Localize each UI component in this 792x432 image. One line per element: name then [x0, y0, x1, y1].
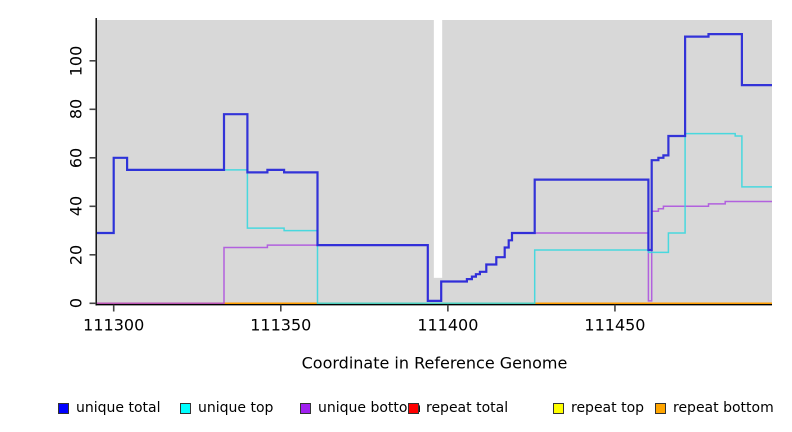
legend-item-unique-total: unique total — [58, 400, 161, 416]
legend-item-repeat-top: repeat top — [553, 400, 645, 416]
coverage-gap-band — [433, 20, 443, 278]
legend-label: repeat total — [426, 400, 509, 416]
legend-label: unique top — [198, 400, 274, 416]
legend-label: repeat bottom — [673, 400, 774, 416]
legend-label: unique bottom — [318, 400, 422, 416]
y-tick-label: 40 — [66, 196, 86, 217]
y-tick-label: 20 — [66, 244, 86, 265]
legend-item-unique-bottom: unique bottom — [300, 400, 422, 416]
y-tick-label: 80 — [66, 99, 86, 120]
x-tick-label: 111450 — [584, 315, 646, 335]
unique-bottom-swatch-icon — [300, 402, 311, 414]
repeat-total-swatch-icon — [408, 402, 419, 414]
y-tick-label: 0 — [66, 298, 86, 309]
repeat-top-swatch-icon — [553, 402, 564, 414]
legend-item-unique-top: unique top — [180, 400, 274, 416]
legend-label: repeat top — [571, 400, 645, 416]
unique-total-swatch-icon — [58, 402, 69, 414]
y-tick-label: 100 — [66, 45, 86, 77]
y-tick-label: 60 — [66, 147, 86, 168]
x-axis-title: Coordinate in Reference Genome — [301, 353, 568, 373]
series-line-unique-total — [97, 33, 772, 302]
x-tick-label: 111400 — [417, 315, 479, 335]
repeat-bottom-swatch-icon — [655, 402, 666, 414]
legend-item-repeat-bottom: repeat bottom — [655, 400, 774, 416]
x-tick-label: 111350 — [250, 315, 312, 335]
legend-item-repeat-total: repeat total — [408, 400, 509, 416]
x-tick-label: 111300 — [83, 315, 145, 335]
unique-top-swatch-icon — [180, 402, 191, 414]
legend-label: unique total — [76, 400, 161, 416]
